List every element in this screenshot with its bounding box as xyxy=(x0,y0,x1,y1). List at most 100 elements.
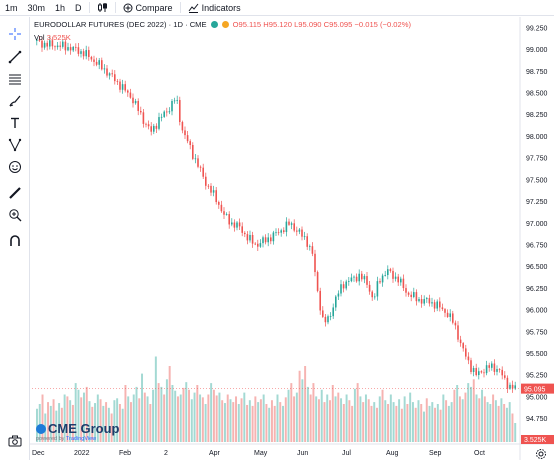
volume-bar xyxy=(301,379,304,442)
volume-bar xyxy=(80,397,83,442)
candle-body xyxy=(387,269,389,276)
interval-1m[interactable]: 1m xyxy=(5,2,18,13)
volume-bar xyxy=(500,398,503,442)
volume-bar xyxy=(481,389,484,442)
candle-body xyxy=(199,166,202,168)
volume-bar xyxy=(315,396,318,442)
price-tick-label: 99.000 xyxy=(526,47,548,54)
candle-body xyxy=(366,276,368,285)
volume-bar xyxy=(60,407,63,442)
volume-bar xyxy=(295,392,298,442)
zoom-in-tool[interactable] xyxy=(5,206,25,224)
compare-button[interactable]: Compare xyxy=(118,0,178,16)
volume-bar xyxy=(483,396,486,442)
volume-bar xyxy=(110,413,113,442)
volume-bar xyxy=(235,396,237,442)
toolbar-divider xyxy=(179,2,181,13)
ruler-tool[interactable] xyxy=(5,184,25,202)
candle-body xyxy=(400,278,402,283)
volume-bar xyxy=(129,402,132,442)
candle-body xyxy=(272,232,275,242)
fib-retracement-tool[interactable] xyxy=(5,70,25,88)
interval-d[interactable]: D xyxy=(75,2,82,13)
volume-bar xyxy=(55,410,58,442)
volume-bar xyxy=(190,399,193,442)
volume-bar xyxy=(293,396,296,442)
brush-tool[interactable] xyxy=(5,92,25,110)
trend-line-tool[interactable] xyxy=(5,48,25,66)
candle-body xyxy=(413,292,415,297)
volume-bar xyxy=(464,392,467,442)
candle-body xyxy=(184,130,186,136)
candle-body xyxy=(426,298,428,300)
volume-bar xyxy=(304,366,307,442)
logo-text: CME Group xyxy=(48,421,120,436)
volume-bar xyxy=(381,389,384,442)
candle-body xyxy=(342,284,345,289)
volume-bar xyxy=(376,407,378,442)
indicators-button[interactable]: Indicators xyxy=(183,0,246,16)
candle-body xyxy=(236,222,238,228)
crosshair-tool[interactable] xyxy=(5,25,25,43)
volume-bar xyxy=(141,373,144,442)
screenshot-button[interactable] xyxy=(8,434,22,447)
candle-body xyxy=(355,276,358,282)
candle-body xyxy=(462,343,464,349)
candle-body xyxy=(371,291,373,298)
emoji-tool[interactable] xyxy=(5,158,25,176)
candle-body xyxy=(407,292,410,295)
volume-bar xyxy=(497,405,500,442)
candle-body xyxy=(389,269,392,271)
volume-bar xyxy=(176,396,179,442)
volume-bar xyxy=(174,390,177,442)
candle-body xyxy=(212,190,215,193)
text-tool[interactable] xyxy=(5,114,25,132)
candles-icon xyxy=(97,2,108,13)
volume-bar xyxy=(212,389,215,442)
time-tick-label: Jul xyxy=(342,450,351,457)
candle-body xyxy=(75,46,77,48)
candle-body xyxy=(483,372,485,374)
candle-body xyxy=(262,237,264,244)
chart-style-button[interactable] xyxy=(92,0,113,16)
volume-bar xyxy=(312,383,315,442)
candle-body xyxy=(439,301,441,308)
time-tick-label: 2 xyxy=(164,450,168,457)
price-tick-label: 95.500 xyxy=(526,351,548,358)
candle-body xyxy=(241,226,243,233)
candle-body xyxy=(197,158,199,167)
candle-body xyxy=(296,230,298,232)
chart-settings-button[interactable] xyxy=(535,447,547,459)
price-tick-label: 99.250 xyxy=(526,25,548,32)
magnet-tool[interactable] xyxy=(5,232,25,250)
volume-bar xyxy=(403,396,406,442)
volume-bar xyxy=(428,405,431,442)
camera-icon xyxy=(8,435,22,447)
volume-bar xyxy=(317,399,320,442)
volume-bar xyxy=(113,400,116,442)
volume-bar xyxy=(384,400,387,442)
volume-bar xyxy=(370,405,373,442)
fib-retracement-icon xyxy=(9,74,21,85)
candle-body xyxy=(275,232,277,234)
brush-icon xyxy=(9,95,21,107)
pattern-tool[interactable] xyxy=(5,136,25,154)
candle-body xyxy=(249,234,251,241)
candle-body xyxy=(246,234,249,241)
interval-1h[interactable]: 1h xyxy=(55,2,66,13)
candle-body xyxy=(319,290,321,311)
indicators-label: Indicators xyxy=(201,2,241,13)
price-chart[interactable]: 99.250 99.000 98.750 98.500 98.250 98.000 97.7… xyxy=(30,17,554,460)
candle-body xyxy=(501,369,503,376)
interval-30m[interactable]: 30m xyxy=(27,2,46,13)
volume-bar xyxy=(52,399,55,442)
candle-body xyxy=(108,73,111,76)
cme-group-logo[interactable]: CME Group powered by TradingView xyxy=(36,421,120,442)
candle-body xyxy=(62,41,64,47)
candle-body xyxy=(514,385,516,389)
volume-bar xyxy=(229,399,232,442)
candle-body xyxy=(36,39,38,41)
volume-bar xyxy=(290,383,293,442)
volume-bar xyxy=(486,402,489,442)
volume-bar xyxy=(118,404,121,442)
